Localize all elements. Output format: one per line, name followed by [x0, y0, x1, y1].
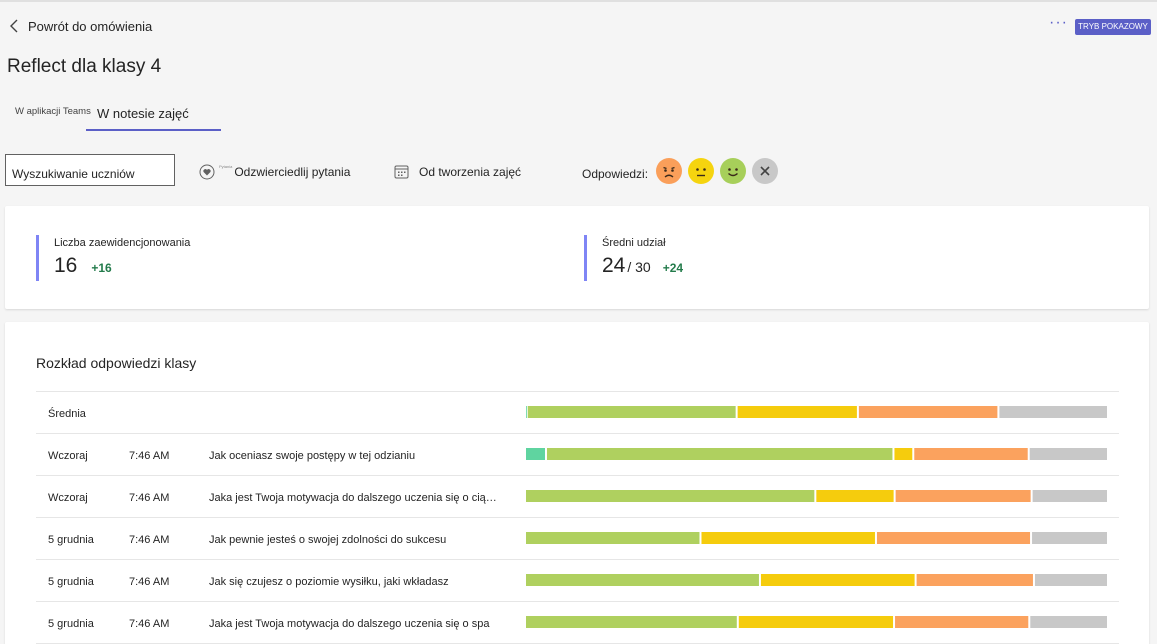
sad-segment: [858, 406, 998, 418]
back-to-overview-link[interactable]: Powrót do omówienia: [8, 18, 152, 34]
sad-segment: [916, 574, 1033, 586]
date-range-filter[interactable]: Od tworzenia zajęć: [394, 164, 521, 179]
row-time: 7:46 AM: [129, 450, 170, 462]
row-date: Wczoraj: [48, 492, 88, 504]
distribution-bar-svg: [526, 616, 1107, 628]
row-date: 5 grudnia: [48, 534, 94, 546]
date-filter-label: Od tworzenia zajęć: [419, 164, 522, 179]
demo-mode-badge: TRYB POKAZOWY: [1075, 19, 1151, 35]
no-response-segment: [999, 406, 1107, 418]
distribution-row[interactable]: 5 grudnia 7:46 AM Jak pewnie jesteś o sw…: [36, 518, 1119, 560]
row-date: 5 grudnia: [48, 576, 94, 588]
more-options-icon[interactable]: ···: [1049, 14, 1068, 31]
neutral-segment: [701, 532, 875, 544]
sad-segment: [895, 490, 1031, 502]
no-response-segment: [1034, 574, 1107, 586]
row-time: 7:46 AM: [129, 618, 170, 630]
response-distribution-bar: [526, 490, 1109, 502]
row-date: Średnia: [48, 408, 86, 420]
row-question: Jak się czujesz o poziomie wysiłku, jaki…: [209, 576, 449, 588]
no-response-segment: [1030, 616, 1107, 628]
very-happy-segment: [526, 448, 545, 460]
heart-icon: [199, 164, 215, 180]
row-time: 7:46 AM: [129, 576, 170, 588]
clear-icon[interactable]: [752, 158, 778, 184]
row-time: 7:46 AM: [129, 534, 170, 546]
page-title: Reflect dla klasy 4: [7, 56, 162, 77]
happy-face-icon[interactable]: [720, 158, 746, 184]
average-participation-stat: Średni udział 24 / 30 +24: [584, 235, 683, 281]
distribution-row[interactable]: Średnia: [36, 392, 1119, 434]
neutral-segment: [894, 448, 913, 460]
responses-filter-label: Odpowiedzi:: [582, 167, 649, 181]
questions-filter-label: Odzwierciedlij pytania: [234, 165, 351, 179]
distribution-row[interactable]: Wczoraj 7:46 AM Jak oceniasz swoje postę…: [36, 434, 1119, 476]
stat-delta: +24: [662, 261, 684, 275]
top-border: [0, 0, 1157, 2]
no-response-segment: [1029, 448, 1107, 460]
active-tab-indicator: [86, 129, 221, 131]
neutral-segment: [816, 490, 894, 502]
response-distribution-bar: [526, 616, 1109, 628]
student-search-input[interactable]: Wyszukiwanie uczniów: [5, 154, 175, 186]
stat-label: Średni udział: [602, 237, 666, 249]
chevron-left-icon: [10, 19, 18, 33]
distribution-title: Rozkład odpowiedzi klasy: [36, 355, 197, 371]
neutral-segment: [760, 574, 915, 586]
happy-segment: [526, 574, 759, 586]
calendar-icon: [394, 165, 409, 179]
distribution-bar-svg: [526, 448, 1107, 460]
happy-segment: [546, 448, 893, 460]
sad-segment: [876, 532, 1031, 544]
row-question: Jak oceniasz swoje postępy w tej odziani…: [209, 450, 416, 462]
distribution-row[interactable]: Wczoraj 7:46 AM Jaka jest Twoja motywacj…: [36, 476, 1119, 518]
row-question: Jaka jest Twoja motywacja do dalszego uc…: [209, 618, 490, 630]
neutral-segment: [738, 616, 894, 628]
distribution-table: Średnia Wczoraj 7:46 AM Jak oceniasz swo…: [36, 391, 1119, 644]
sad-segment: [914, 448, 1028, 460]
neutral-segment: [737, 406, 857, 418]
tab-in-teams[interactable]: W aplikacji Teams: [15, 106, 91, 117]
row-question: Jak pewnie jesteś o swojej zdolności do …: [209, 534, 447, 546]
distribution-row[interactable]: 5 grudnia 7:46 AM Jak się czujesz o pozi…: [36, 560, 1119, 602]
row-date: Wczoraj: [48, 450, 88, 462]
response-distribution-bar: [526, 406, 1109, 418]
distribution-bar-svg: [526, 532, 1107, 544]
distribution-row[interactable]: 5 grudnia 7:46 AM Jaka jest Twoja motywa…: [36, 602, 1119, 644]
very-happy-segment: [526, 406, 527, 418]
response-distribution-card: Rozkład odpowiedzi klasy Średnia Wczoraj…: [5, 322, 1149, 644]
questions-filter-caption: Pytania: [219, 163, 233, 169]
checkin-count-stat: Liczba zaewidencjonowania 16 +16: [36, 235, 190, 281]
tab-in-class-notebook[interactable]: W notesie zajęć: [97, 106, 189, 121]
no-response-segment: [1032, 490, 1107, 502]
distribution-bar-svg: [526, 490, 1107, 502]
stat-total: / 30: [627, 259, 651, 275]
happy-segment: [526, 490, 815, 502]
response-distribution-bar: [526, 532, 1109, 544]
stat-value: 16: [54, 254, 78, 277]
stat-value: 24: [602, 254, 626, 277]
row-date: 5 grudnia: [48, 618, 94, 630]
no-response-segment: [1032, 532, 1107, 544]
stat-delta: +16: [91, 261, 112, 275]
distribution-bar-svg: [526, 574, 1107, 586]
response-distribution-bar: [526, 574, 1109, 586]
stat-label: Liczba zaewidencjonowania: [54, 237, 191, 249]
neutral-face-icon[interactable]: [688, 158, 714, 184]
sad-face-icon[interactable]: [656, 158, 682, 184]
distribution-bar-svg: [526, 406, 1107, 418]
happy-segment: [527, 406, 736, 418]
happy-segment: [526, 532, 700, 544]
response-distribution-bar: [526, 448, 1109, 460]
sad-segment: [895, 616, 1029, 628]
happy-segment: [526, 616, 737, 628]
row-question: Jaka jest Twoja motywacja do dalszego uc…: [209, 492, 499, 504]
reflect-questions-filter[interactable]: Pytania Odzwierciedlij pytania: [199, 164, 350, 180]
stats-card: Liczba zaewidencjonowania 16 +16 Średni …: [5, 206, 1149, 309]
back-link-label: Powrót do omówienia: [28, 18, 153, 34]
row-time: 7:46 AM: [129, 492, 170, 504]
